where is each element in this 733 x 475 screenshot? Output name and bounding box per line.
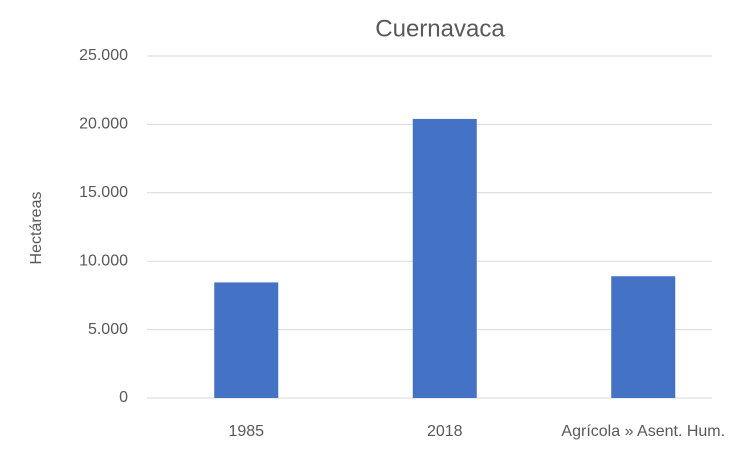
bar (214, 282, 279, 398)
bar (611, 276, 676, 398)
x-tick-label: 1985 (228, 423, 265, 440)
y-tick-label: 10.000 (79, 252, 128, 269)
chart-title: Cuernavaca (375, 15, 505, 42)
y-tick-label: 5.000 (88, 321, 128, 338)
y-axis-label: Hectáreas (28, 192, 45, 265)
y-tick-label: 25.000 (79, 47, 128, 64)
y-tick-label: 20.000 (79, 116, 128, 133)
bar (412, 118, 477, 398)
y-tick-label: 15.000 (79, 184, 128, 201)
y-tick-label: 0 (119, 389, 128, 406)
x-tick-label: Agrícola » Asent. Hum. (561, 423, 726, 440)
x-tick-label: 2018 (426, 423, 463, 440)
